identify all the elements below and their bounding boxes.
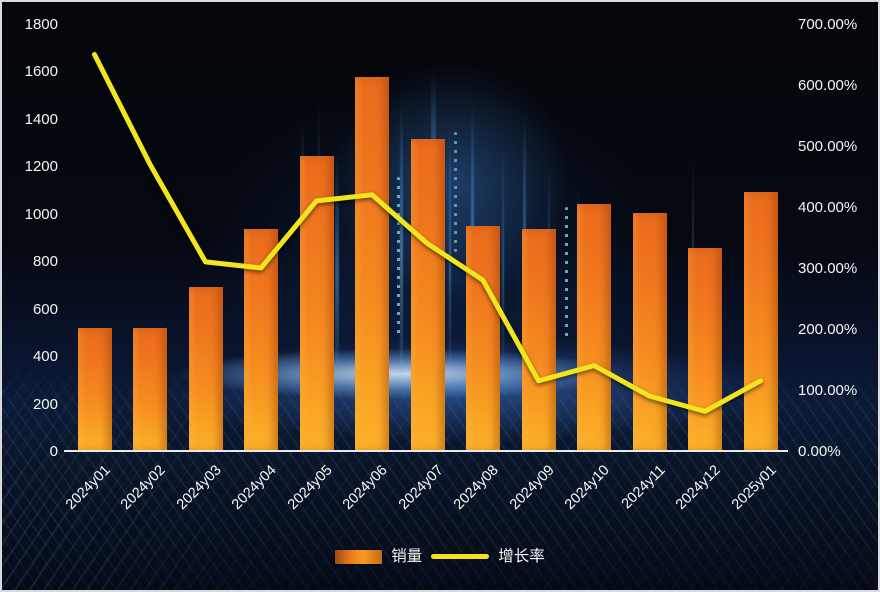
left-axis-tick-label: 1200 [24,158,58,176]
growth-legend-line-icon [431,554,490,560]
right-axis-tick-label: 500.00% [798,138,858,155]
right-axis-tick-label: 100.00% [798,382,858,399]
x-axis-line [64,450,788,452]
legend: 销量 增长率 [2,548,878,565]
right-axis-tick-label: 600.00% [798,77,858,94]
growth-rate-polyline [92,52,763,414]
growth-legend-label: 增长率 [498,548,545,565]
left-axis-tick-label: 400 [32,348,58,366]
right-axis-tick-label: 200.00% [798,321,858,338]
right-axis-tick-label: 700.00% [798,16,858,33]
sales-legend-label: 销量 [391,548,423,565]
sales-legend-swatch [334,548,384,565]
left-axis-tick-label: 1400 [24,110,58,128]
left-axis-tick-label: 1600 [24,63,58,81]
right-axis-tick-label: 300.00% [798,260,858,277]
right-axis-tick-label: 0.00% [798,443,841,460]
right-axis-tick-label: 400.00% [798,199,858,216]
left-axis-tick-label: 1800 [24,16,58,33]
left-axis-tick-label: 1000 [24,205,58,223]
left-axis-tick-label: 800 [32,253,58,271]
left-axis-tick-label: 600 [32,300,58,318]
left-axis-tick-label: 0 [49,443,58,460]
left-axis-tick-label: 200 [32,395,58,413]
